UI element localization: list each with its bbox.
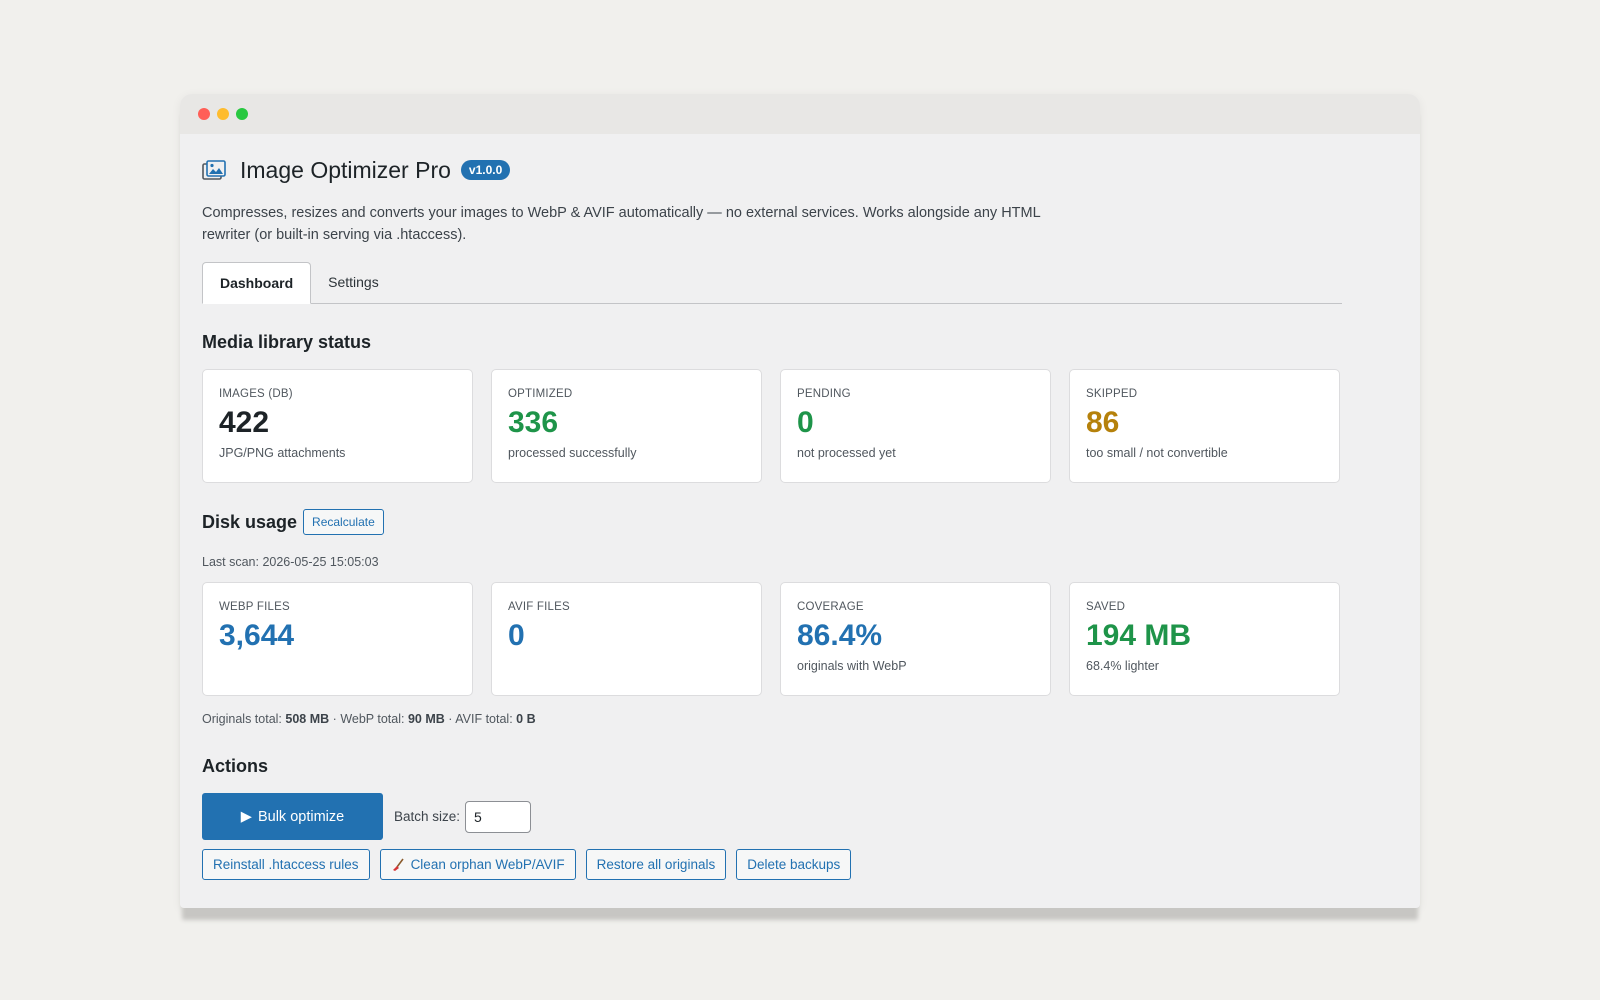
last-scan-text: Last scan: 2026-05-25 15:05:03 [202,555,379,569]
stat-card-optimized: OPTIMIZED 336 processed successfully [491,369,762,483]
media-status-cards: IMAGES (DB) 422 JPG/PNG attachments OPTI… [202,369,1342,483]
disk-usage-heading: Disk usage [202,511,298,532]
page-header: Image Optimizer Pro v1.0.0 [202,156,1398,184]
batch-size-input[interactable] [465,800,532,833]
delete-backups-button[interactable]: Delete backups [736,849,852,880]
stat-label: PENDING [797,388,851,400]
disk-usage-header: Disk usage Recalculate [202,509,1398,535]
stat-value: 86 [1086,406,1120,439]
stat-value: 422 [219,406,270,439]
webp-total-label: WebP total: [340,712,405,726]
stat-subtext: originals with WebP [797,659,907,673]
window-titlebar [180,94,1420,134]
page-title: Image Optimizer Pro [240,156,451,183]
stat-card-saved: SAVED 194 MB 68.4% lighter [1069,582,1340,696]
batch-size-label: Batch size: [394,809,461,824]
stat-card-coverage: COVERAGE 86.4% originals with WebP [780,582,1051,696]
close-window-button[interactable] [198,108,210,120]
stat-value: 86.4% [797,619,883,652]
actions-heading: Actions [202,756,269,776]
originals-total-value: 508 MB [285,712,330,726]
stat-subtext: not processed yet [797,446,896,460]
maintenance-buttons: Reinstall .htaccess rules Clean orphan W… [202,849,1398,880]
main-content: Image Optimizer Pro v1.0.0 Compresses, r… [180,156,1420,880]
stat-subtext: too small / not convertible [1086,446,1228,460]
bulk-actions-row: ▶ Bulk optimize Batch size: [202,793,1398,840]
stat-label: SAVED [1086,601,1126,613]
disk-usage-cards: WEBP FILES 3,644 AVIF FILES 0 COVERAGE 8… [202,582,1342,696]
restore-originals-button[interactable]: Restore all originals [585,849,727,880]
webp-total-value: 90 MB [407,712,445,726]
restore-originals-label: Restore all originals [596,857,716,872]
stat-label: IMAGES (DB) [219,388,293,400]
stat-label: AVIF FILES [508,601,570,613]
stat-value: 336 [508,406,559,439]
reinstall-htaccess-label: Reinstall .htaccess rules [213,857,359,872]
stat-label: SKIPPED [1086,388,1138,400]
stat-card-images: IMAGES (DB) 422 JPG/PNG attachments [202,369,473,483]
media-status-heading: Media library status [202,332,372,352]
stat-label: COVERAGE [797,601,864,613]
stat-card-webp-files: WEBP FILES 3,644 [202,582,473,696]
minimize-window-button[interactable] [217,108,229,120]
bulk-optimize-button[interactable]: ▶ Bulk optimize [202,793,383,840]
version-badge: v1.0.0 [460,160,511,180]
images-stack-icon [202,160,226,180]
stat-subtext: JPG/PNG attachments [219,446,346,460]
stat-value: 3,644 [219,619,295,652]
originals-total-label: Originals total: [202,712,282,726]
stat-label: WEBP FILES [219,601,290,613]
tab-settings[interactable]: Settings [328,274,379,290]
clean-orphan-label: Clean orphan WebP/AVIF [410,857,565,872]
bulk-optimize-label: Bulk optimize [257,808,345,825]
stat-card-skipped: SKIPPED 86 too small / not convertible [1069,369,1340,483]
separator: · [448,712,453,726]
clean-orphan-button[interactable]: Clean orphan WebP/AVIF [379,849,576,880]
broom-icon [392,858,404,871]
separator: · [332,712,337,726]
plugin-description: Compresses, resizes and converts your im… [202,205,1041,243]
disk-totals-line: Originals total: 508 MB · WebP total: 90… [202,712,1398,726]
avif-total-value: 0 B [516,712,536,726]
reinstall-htaccess-button[interactable]: Reinstall .htaccess rules [202,849,370,880]
recalculate-button[interactable]: Recalculate [303,509,384,535]
play-icon: ▶ [240,808,252,825]
nav-tabs: Dashboard Settings [202,262,1342,304]
stat-subtext: 68.4% lighter [1086,659,1159,673]
stat-value: 0 [797,406,814,439]
tab-dashboard[interactable]: Dashboard [202,262,312,304]
stat-card-pending: PENDING 0 not processed yet [780,369,1051,483]
stat-card-avif-files: AVIF FILES 0 [491,582,762,696]
delete-backups-label: Delete backups [747,857,841,872]
stat-value: 194 MB [1086,619,1192,652]
app-window: Image Optimizer Pro v1.0.0 Compresses, r… [180,94,1420,908]
avif-total-label: AVIF total: [455,712,513,726]
stat-label: OPTIMIZED [508,388,573,400]
maximize-window-button[interactable] [236,108,248,120]
stat-value: 0 [508,619,525,652]
stat-subtext: processed successfully [508,446,637,460]
